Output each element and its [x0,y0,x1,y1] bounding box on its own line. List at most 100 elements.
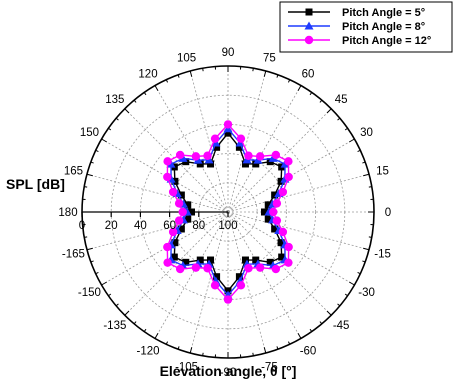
angle-tick-label: 165 [64,166,83,178]
data-point [264,215,272,223]
rim-tick [189,347,193,354]
rim-tick [115,303,119,307]
angle-tick-label: 150 [80,127,99,139]
angle-tick-label: -135 [103,320,126,332]
data-point [184,201,192,209]
angle-tick-label: 105 [177,52,196,64]
data-point [182,258,190,266]
rim-tick [362,161,366,164]
data-point [235,273,243,281]
rim-tick [326,310,332,316]
rim-tick [368,236,372,238]
angle-tick-label: 120 [138,68,157,80]
radial-tick-label: 0 [79,220,85,232]
data-point [284,242,293,252]
rim-tick [319,99,323,103]
rim-tick [143,92,147,96]
rim-tick [154,85,159,92]
data-point [277,177,285,185]
angle-tick-label: -120 [136,346,159,358]
rim-tick [154,332,159,339]
rim-tick [101,281,108,286]
rim-tick [124,108,130,114]
rim-tick [177,74,180,78]
rim-tick [287,79,291,83]
data-point [188,208,195,216]
y-axis-title: SPL [dB] [6,176,65,192]
grid-circle [169,153,287,271]
radial-tick-label: 40 [134,220,147,232]
data-point [241,256,249,264]
rim-tick [165,79,169,83]
data-point [163,172,172,182]
legend-entry: Pitch Angle = 5° [288,7,425,19]
data-point [184,215,192,223]
rim-tick [357,149,361,153]
legend-label: Pitch Angle = 5° [342,7,425,19]
data-point [223,295,233,304]
rim-tick [344,293,348,297]
rim-tick [165,341,169,345]
angle-tick-label: -60 [300,346,317,358]
rim-tick [263,347,267,354]
data-point [272,199,282,208]
data-point [191,152,201,161]
tick-labels: 100 80 60 40 20 0 0 15 30 45 60 75 90 105 120 135 150 165… [58,47,391,379]
data-point [278,227,288,237]
data-point [272,216,282,225]
data-point [213,273,221,281]
angle-tick-label: 180 [58,207,77,219]
angle-tick-label: 0 [385,207,391,219]
polar-grid [81,65,375,359]
rim-tick [297,332,302,339]
rim-tick [276,74,279,78]
angle-tick-label: 30 [360,127,373,139]
rim-tick [86,173,93,177]
data-point [178,207,187,217]
angle-tick-label: 75 [263,52,276,64]
grid-spoke [189,211,229,354]
data-point [174,199,184,208]
data-point [207,256,215,264]
grid-spoke [227,211,332,316]
rim-tick [276,346,279,350]
rim-tick [362,260,366,263]
data-point [277,239,285,247]
data-point [284,172,293,182]
angle-tick-label: -75 [261,362,278,374]
rim-tick [297,85,302,92]
angle-tick-label: 90 [222,47,235,59]
data-point [236,134,246,143]
rim-tick [84,186,88,188]
grid-spoke [227,211,267,354]
data-point [252,160,260,168]
rim-tick [287,341,291,345]
rim-tick [86,247,93,251]
data-point [278,253,286,261]
rim-tick [348,138,355,143]
data-point [305,8,313,16]
series-layer [163,120,293,304]
rim-tick [252,352,254,356]
legend-label: Pitch Angle = 8° [342,21,425,33]
data-point [213,143,221,151]
series-group [163,120,293,304]
angle-tick-label: -150 [78,287,101,299]
x-axis-title: Elevation angle, θ [°] [160,363,297,379]
data-point [266,258,274,266]
rim-tick [363,247,370,251]
data-point [171,239,179,247]
rim-tick [90,260,94,263]
data-point [235,143,243,151]
data-point [174,216,184,225]
rim-tick [363,173,370,177]
data-point [177,191,185,199]
rim-tick [309,92,313,96]
data-point [163,258,172,267]
data-point [244,151,253,160]
rim-tick [368,186,372,188]
data-point [271,191,279,199]
data-point [271,264,281,274]
grid-spoke [227,211,370,251]
